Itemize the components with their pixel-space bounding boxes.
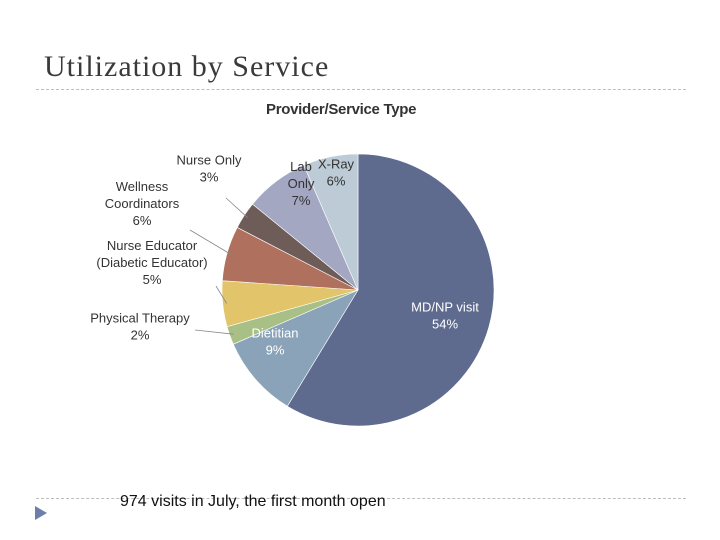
slice-label-line: 5% (143, 272, 162, 287)
slice-label-lab-only: Lab Only 7% (288, 159, 315, 208)
slice-label-line: 9% (266, 343, 285, 358)
chart-title: Provider/Service Type (266, 101, 417, 118)
leader-line-physical-therapy (194, 329, 234, 335)
slice-label-line: Coordinators (105, 196, 180, 211)
bullet-arrow-icon (35, 506, 47, 520)
slice-label-line: 7% (292, 193, 311, 208)
slice-label-nurse-educator-diabetic-educator: Nurse Educator (Diabetic Educator) 5% (96, 238, 207, 287)
slice-label-line: 6% (327, 174, 346, 189)
slice-label-nurse-only: Nurse Only 3% (176, 153, 242, 185)
slice-label-md-np-visit: MD/NP visit 54% (411, 300, 479, 332)
slice-label-dietitian: Dietitian 9% (252, 326, 299, 358)
pie-slice-md-np-visit (286, 153, 495, 427)
slide-title: Utilization by Service (44, 50, 330, 83)
slice-label-line: Nurse Only (176, 153, 242, 168)
slice-label-line: Wellness (116, 179, 169, 194)
slice-label-line: 3% (200, 170, 219, 185)
pie-slice-dietitian (232, 289, 359, 407)
slice-label-line: X-Ray (318, 157, 355, 172)
slice-label-line: Lab (290, 159, 312, 174)
title-divider (36, 89, 686, 90)
footer-divider (36, 498, 686, 499)
leader-line-nurse-educator-diabetic-educator (215, 285, 228, 304)
slice-label-x-ray: X-Ray 6% (318, 157, 355, 189)
slice-label-line: Physical Therapy (90, 311, 190, 326)
slice-label-line: 2% (131, 328, 150, 343)
slice-label-wellness-coordinators: Wellness Coordinators 6% (105, 179, 180, 228)
slice-label-line: Nurse Educator (107, 238, 198, 253)
caption-text: 974 visits in July, the first month open (120, 493, 386, 510)
leader-line-nurse-only (225, 197, 248, 218)
slice-label-line: 54% (432, 317, 458, 332)
pie-slice-x-ray (303, 153, 359, 291)
slice-label-line: 6% (133, 213, 152, 228)
slice-label-line: Only (288, 176, 315, 191)
slice-label-line: Dietitian (252, 326, 299, 341)
slice-label-line: (Diabetic Educator) (96, 255, 207, 270)
leader-line-wellness-coordinators (189, 229, 232, 255)
slice-label-physical-therapy: Physical Therapy 2% (90, 311, 190, 343)
slice-label-line: MD/NP visit (411, 300, 479, 315)
